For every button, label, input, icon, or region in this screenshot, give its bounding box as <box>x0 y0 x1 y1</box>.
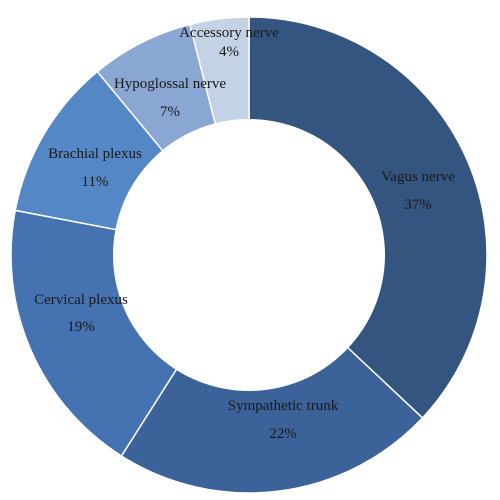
slice-label-vagus-nerve: Vagus nerve <box>381 169 455 185</box>
slice-label-sympathetic-trunk: Sympathetic trunk <box>228 398 339 414</box>
slice-value-vagus-nerve: 37% <box>404 197 432 213</box>
slice-value-brachial-plexus: 11% <box>82 174 109 190</box>
slice-label-cervical-plexus: Cervical plexus <box>34 292 128 308</box>
slice-label-brachial-plexus: Brachial plexus <box>48 146 142 162</box>
slice-label-hypoglossal-nerve: Hypoglossal nerve <box>114 76 226 92</box>
slice-value-accessory-nerve: 4% <box>219 44 239 60</box>
labels-layer: Vagus nerve 37% Sympathetic trunk 22% Cervic… <box>34 25 455 442</box>
slice-value-hypoglossal-nerve: 7% <box>160 104 180 120</box>
slice-value-cervical-plexus: 19% <box>67 319 95 335</box>
donut-hole <box>113 119 385 391</box>
slice-value-sympathetic-trunk: 22% <box>269 426 297 442</box>
slice-label-accessory-nerve: Accessory nerve <box>179 25 279 41</box>
